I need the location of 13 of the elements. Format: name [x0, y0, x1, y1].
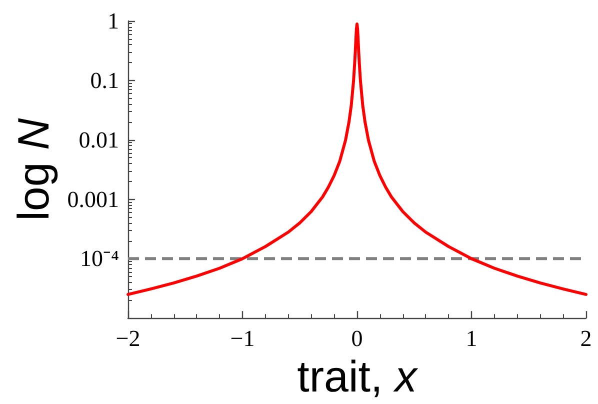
x-tick-label: 2	[580, 326, 592, 352]
y-tick-label: 0.01	[78, 127, 119, 152]
y-tick-label: 0.1	[90, 68, 119, 93]
x-tick-label: 1	[466, 326, 478, 352]
line-series	[126, 22, 588, 296]
x-axis-title: trait, x	[297, 352, 419, 402]
x-tick-label: −1	[230, 326, 255, 352]
x-tick-label: 0	[351, 326, 363, 352]
y-tick-label: 10⁻⁴	[80, 246, 119, 272]
y-axis-title: log N	[10, 118, 58, 221]
y-tick-label: 0.001	[67, 186, 119, 212]
y-tick-label: 1	[108, 8, 119, 34]
x-tick-label: −2	[116, 326, 140, 352]
